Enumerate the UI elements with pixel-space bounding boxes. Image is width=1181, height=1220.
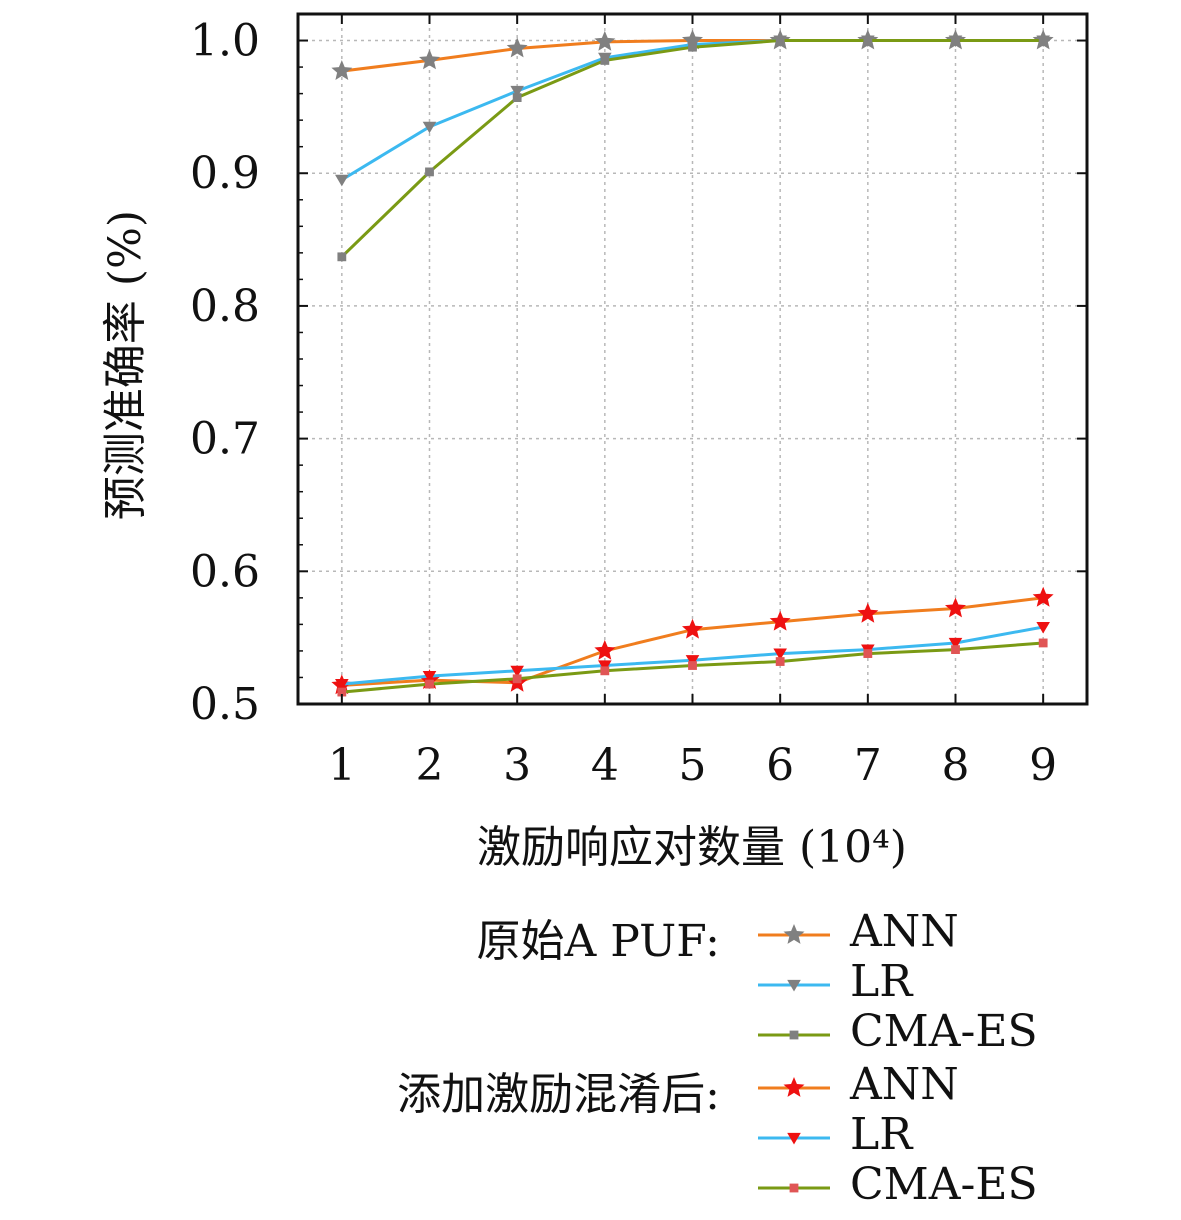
legend-entry: ANN: [300, 1059, 1120, 1113]
x-tick-label: 5: [679, 740, 707, 791]
data-point: [775, 36, 785, 45]
legend-entry: ANN: [300, 906, 1120, 960]
data-point: [682, 618, 703, 639]
x-tick-label: 9: [1029, 740, 1057, 791]
legend-marker: [783, 924, 805, 944]
x-tick-label: 7: [854, 740, 882, 791]
data-point: [594, 639, 616, 660]
series-lr-obfuscated: [335, 621, 1050, 691]
data-point: [688, 661, 697, 670]
legend-entry-label: ANN: [850, 1059, 959, 1110]
x-tick-label: 3: [503, 740, 531, 791]
legend-entry: LR: [300, 1109, 1120, 1163]
x-axis-title: 激励响应对数量 (10⁴): [477, 822, 907, 873]
data-point: [419, 49, 440, 70]
legend-swatch: [758, 1132, 830, 1145]
data-point: [598, 660, 612, 672]
x-tick-label: 6: [766, 740, 794, 791]
legend: 原始A PUF: 添加激励混淆后: ANN LR CMA-ES ANN LR CMA-ES: [300, 905, 1120, 1215]
legend-entry-label: LR: [850, 956, 913, 1007]
data-point: [951, 36, 960, 45]
legend-swatch: [758, 1183, 830, 1193]
y-tick-label: 0.8: [190, 281, 260, 332]
data-point: [688, 42, 697, 52]
legend-group-obfuscated-label: 添加激励混淆后:: [397, 1069, 720, 1120]
x-tick-label: 4: [591, 740, 619, 791]
legend-group-original-label: 原始A PUF:: [476, 916, 720, 967]
data-point: [863, 649, 873, 658]
grid-lines: [298, 14, 1087, 705]
data-point: [1038, 638, 1048, 648]
data-point: [337, 252, 347, 262]
series-cma-es-obfuscated: [337, 638, 1048, 697]
legend-entry: LR: [300, 956, 1120, 1010]
legend-marker: [789, 1030, 799, 1040]
data-point: [857, 602, 879, 623]
data-point: [422, 671, 437, 683]
data-point: [506, 37, 528, 58]
data-point: [600, 56, 610, 65]
legend-swatch: [758, 1030, 830, 1040]
legend-swatch: [758, 979, 830, 992]
legend-marker: [783, 1077, 805, 1097]
legend-marker: [789, 1183, 799, 1193]
y-tick-label: 0.5: [190, 679, 260, 730]
data-point: [510, 85, 524, 98]
data-point: [512, 93, 522, 102]
legend-swatch: [758, 924, 830, 944]
series-cma-es-original: [337, 36, 1048, 262]
x-tick-label: 1: [328, 740, 356, 791]
legend-entry-label: CMA-ES: [850, 1006, 1038, 1057]
line-chart: 1 2 3 4 5 6 7 8 9 0.5 0.6 0.7 0.8 0.9 1.0 激励响应对数量 (10⁴…: [100, 12, 1089, 873]
data-point: [337, 687, 347, 697]
data-point: [425, 679, 434, 689]
data-point: [512, 674, 522, 684]
legend-entry-label: LR: [850, 1109, 913, 1160]
data-point: [775, 657, 785, 666]
data-point: [594, 30, 616, 51]
data-point: [331, 60, 353, 80]
y-tick-label: 1.0: [190, 16, 260, 67]
legend-swatch: [758, 1077, 830, 1097]
data-point: [773, 648, 787, 661]
y-axis-title: 预测准确率 (%): [100, 210, 151, 520]
series-lines: [331, 29, 1054, 697]
y-tick-label: 0.9: [190, 148, 260, 199]
data-point: [948, 637, 963, 650]
data-point: [1038, 36, 1048, 45]
data-point: [685, 655, 700, 667]
y-tick-label: 0.6: [190, 546, 260, 597]
data-point: [422, 121, 437, 134]
data-point: [425, 167, 434, 177]
data-point: [951, 645, 960, 654]
legend-entry-label: CMA-ES: [850, 1159, 1038, 1210]
y-tick-label: 0.7: [190, 414, 260, 465]
legend-entry-label: ANN: [850, 906, 959, 957]
data-point: [510, 665, 524, 678]
axis-ticks: 1 2 3 4 5 6 7 8 9 0.5 0.6 0.7 0.8 0.9 1.0: [190, 14, 1087, 791]
x-tick-label: 2: [416, 740, 444, 791]
data-point: [1032, 586, 1054, 607]
data-point: [1036, 621, 1050, 634]
data-point: [335, 678, 349, 691]
legend-marker: [787, 1132, 801, 1145]
data-point: [945, 597, 966, 618]
legend-marker: [787, 979, 801, 992]
data-point: [863, 36, 873, 45]
data-point: [769, 610, 791, 631]
legend-entry: CMA-ES: [300, 1006, 1120, 1060]
data-point: [600, 666, 610, 676]
legend-entry: CMA-ES: [300, 1159, 1120, 1213]
x-tick-label: 8: [942, 740, 970, 791]
data-point: [335, 174, 349, 187]
